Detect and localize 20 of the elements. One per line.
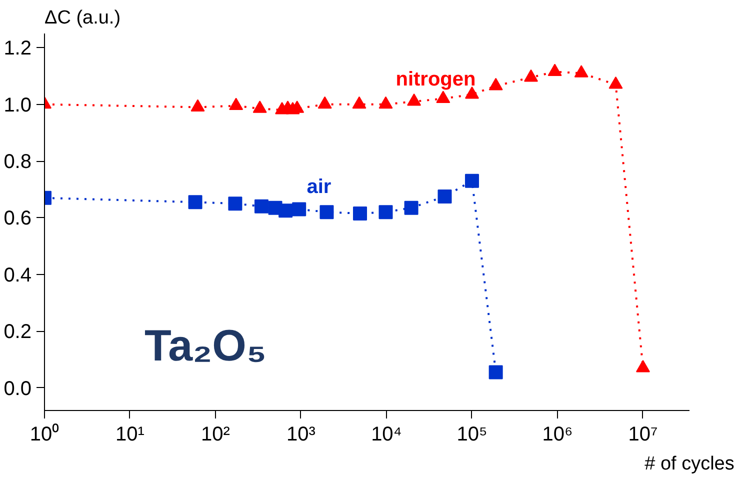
- x-tick-label: 10⁶: [542, 424, 573, 446]
- x-axis-title: # of cycles: [644, 454, 734, 474]
- x-tick-label: 10²: [201, 424, 230, 446]
- y-tick-label: 0.4: [4, 264, 32, 286]
- y-tick-label: 0.0: [4, 378, 32, 400]
- y-tick-label: 1.0: [4, 94, 32, 116]
- x-tick-label: 10⁴: [371, 424, 402, 446]
- y-tick-label: 0.2: [4, 321, 32, 344]
- series-label: nitrogen: [396, 68, 476, 90]
- y-axis-title: ΔC (a.u.): [44, 8, 121, 28]
- y-tick-label: 0.8: [4, 151, 32, 174]
- x-tick-label: 10⁵: [456, 424, 488, 446]
- x-tick-label: 10⁰: [30, 422, 60, 446]
- y-tick-label: 1.2: [4, 38, 32, 60]
- x-tick-label: 10¹: [116, 424, 145, 446]
- series-label: air: [306, 176, 332, 198]
- y-tick-label: 0.6: [4, 208, 32, 230]
- x-tick-label: 10⁷: [628, 424, 658, 446]
- x-tick-label: 10³: [286, 424, 316, 446]
- annotation: Ta₂O₅: [144, 322, 267, 370]
